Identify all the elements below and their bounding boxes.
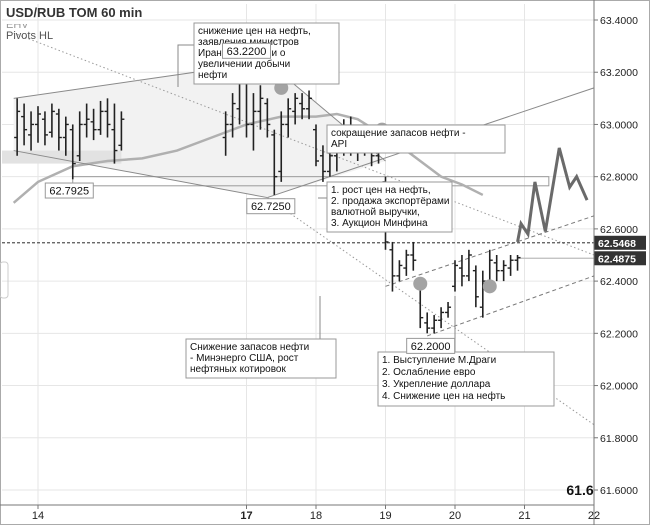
- news-note-line: - Минэнерго США, рост: [190, 353, 299, 364]
- news-note-box: [326, 124, 506, 154]
- channel-shading: [13, 61, 386, 198]
- level-box: [72, 176, 550, 187]
- x-tick-label: 17: [240, 510, 252, 522]
- y-tick-label: 63.4000: [600, 15, 638, 27]
- corner-value: 61.6: [566, 482, 593, 498]
- price-levels: 62.5468 62.4875: [2, 235, 646, 266]
- news-note-line: сокращение запасов нефти -: [331, 127, 466, 139]
- news-note-box: [185, 338, 337, 379]
- news-note-box: [377, 351, 555, 407]
- forecast-line: [516, 147, 589, 243]
- chart-title: USD/RUB TOM 60 min: [6, 5, 142, 20]
- pivot-label-text: 62.2000: [411, 341, 451, 353]
- news-note-line: заявления министров: [198, 37, 299, 48]
- news-notes: снижение цен на нефть,заявления министро…: [177, 22, 555, 407]
- pivot-labels: 63.2200 62.7925 62.7250 62.2000: [44, 42, 456, 354]
- pivot-label-box: [246, 198, 296, 215]
- news-note-line: нефти: [198, 69, 227, 81]
- price-level-label: 62.4875: [598, 253, 636, 265]
- pivot-label-box: [406, 337, 456, 354]
- x-tick-label: 14: [32, 510, 44, 522]
- news-marker-dot: [482, 279, 497, 294]
- y-tick-label: 62.6000: [600, 224, 638, 236]
- pivot-label-box: [44, 182, 94, 199]
- news-note-line: 1. рост цен на нефть,: [331, 184, 431, 196]
- x-tick-label: 19: [379, 510, 391, 522]
- news-note-line: 2. Ослабление евро: [382, 366, 476, 378]
- news-note-line: 3. Укрепление доллара: [382, 379, 491, 390]
- x-tick-label: 22: [588, 510, 600, 522]
- news-note-line: 3. Аукцион Минфина: [331, 217, 428, 229]
- moving-average: [12, 112, 484, 204]
- x-tick-label: 21: [518, 510, 530, 522]
- y-tick-label: 61.8000: [600, 433, 638, 445]
- indicator-name-top: EHV: [6, 19, 29, 31]
- news-note-line: валютной выручки,: [331, 207, 420, 218]
- pivot-label-text: 62.7925: [49, 186, 89, 198]
- y-tick-label: 62.4000: [600, 276, 638, 288]
- news-note-connector: [177, 44, 194, 87]
- price-level-label: 62.5468: [598, 238, 636, 250]
- x-tick-label: 20: [449, 510, 461, 522]
- trendline: [385, 215, 595, 287]
- news-note-line: 1. Выступление М.Драги: [382, 355, 496, 366]
- y-tick-label: 63.2000: [600, 67, 638, 79]
- forecast-path: [516, 147, 589, 243]
- pivot-label-box: [222, 42, 271, 59]
- news-marker-dot: [413, 276, 428, 291]
- pivot-label-text: 63.2200: [227, 46, 267, 58]
- scroll-handle: [0, 261, 9, 299]
- news-note-line: нефтяных котировок: [190, 363, 286, 375]
- news-note-line: снижение цен на нефть,: [198, 25, 311, 37]
- news-note-box: [326, 181, 453, 233]
- price-level-tag: [594, 251, 646, 266]
- news-note-line: увеличении добычи: [198, 58, 290, 70]
- news-note-line: 4. Снижение цен на нефть: [382, 390, 505, 402]
- x-tick-label: 18: [310, 510, 322, 522]
- price-level-tag: [594, 235, 646, 250]
- news-note-line: Снижение запасов нефти: [190, 341, 309, 353]
- y-tick-label: 62.8000: [600, 172, 638, 184]
- channel-fill: [2, 61, 550, 198]
- y-tick-label: 63.0000: [600, 119, 638, 131]
- news-note-line: 2. продажа экспортёрами: [331, 196, 450, 207]
- moving-average-line: [12, 112, 484, 204]
- y-tick-label: 62.0000: [600, 381, 638, 393]
- trendline: [13, 150, 268, 199]
- news-note-line: API: [331, 139, 347, 150]
- y-tick-label: 61.6000: [600, 485, 638, 497]
- pivot-label-text: 62.7250: [251, 201, 291, 213]
- y-tick-label: 62.2000: [600, 328, 638, 340]
- indicator-name: Pivots HL: [6, 30, 53, 42]
